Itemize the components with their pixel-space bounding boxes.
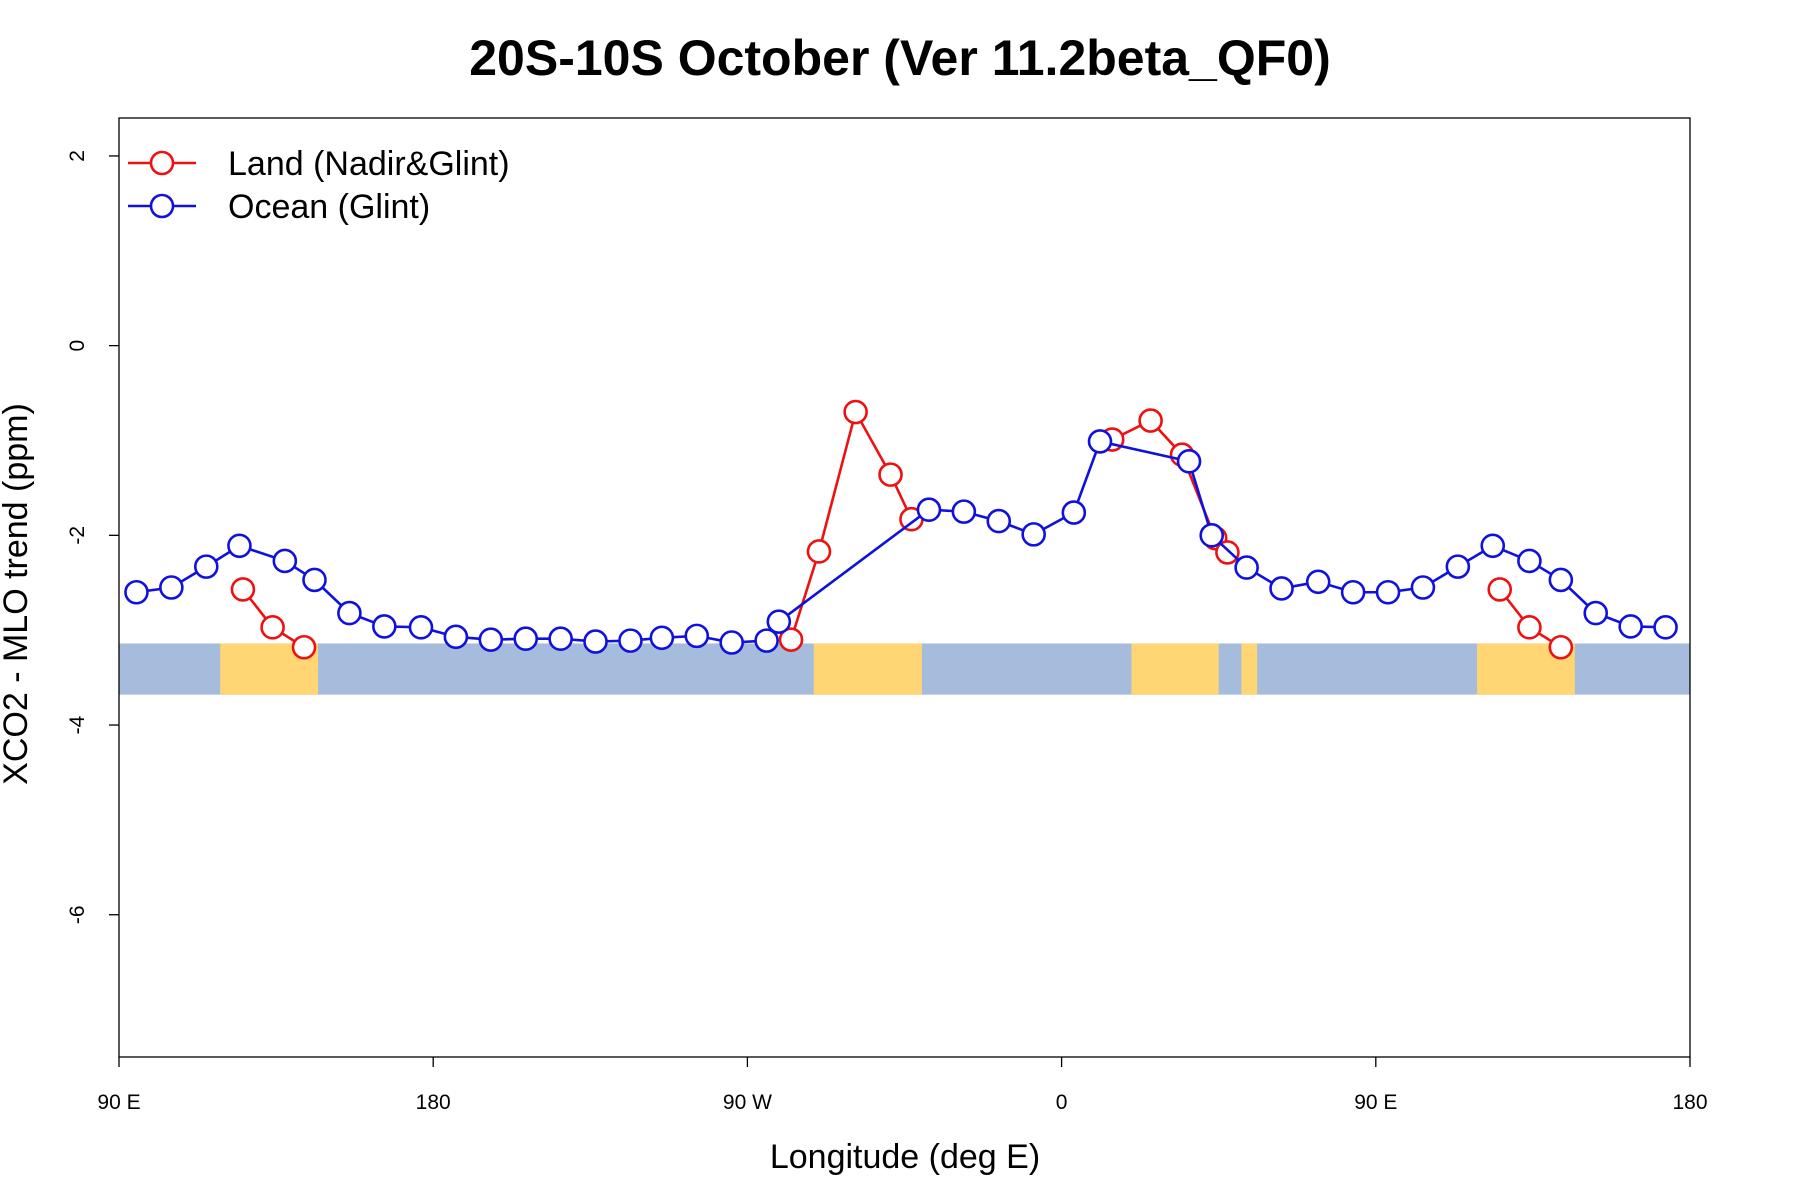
y-tick-label-0: 2 [66,150,89,162]
series-0-point-3-1 [1517,615,1542,640]
land-strip-1 [813,643,922,695]
series-1-point-0-30 [1305,569,1331,595]
x-tick-label-3: 0 [1056,1091,1068,1114]
series-0-point-0-0 [230,577,256,602]
series-1-point-0-9 [443,624,469,650]
series-0-point-2-4 [1215,540,1240,565]
y-tick-label-2: -2 [66,526,89,545]
axes: 90 E 180 90 W 0 90 E 180 2 0 -2 -4 -6 [66,117,1708,1114]
plot-area [119,399,1690,695]
series-0-point-0-2 [291,634,317,660]
series-0 [230,399,1574,660]
y-tick-label-3: -4 [66,715,89,734]
series-1-point-0-21 [951,499,977,524]
legend: Land (Nadir&Glint) Ocean (Glint) [128,145,510,226]
x-tick-label-1: 180 [416,1091,451,1114]
series-0-point-2-1 [1138,408,1163,433]
legend-marker-1 [149,193,175,219]
legend-label-0: Land (Nadir&Glint) [228,145,510,183]
series-1-point-0-25 [1087,429,1113,454]
series-1-point-0-32 [1375,579,1401,605]
series-1-point-0-5 [302,567,327,593]
series-0-point-1-1 [806,539,832,564]
series-1-point-0-6 [337,600,362,626]
land-strip-3 [1241,643,1258,695]
chart-title: 20S-10S October (Ver 11.2beta_QF0) [469,30,1331,86]
series-1-point-0-15 [649,625,675,651]
x-axis-label: Longitude (deg E) [770,1138,1040,1176]
series-1-point-0-28 [1234,555,1259,580]
series-0-line-1 [789,408,913,641]
series-1-point-0-2 [193,554,219,579]
series-1-point-0-11 [513,626,539,652]
land-strip-2 [1131,643,1219,695]
series-0-point-3-0 [1487,577,1513,602]
series-1-point-0-0 [124,579,149,605]
series-1-point-0-36 [1517,548,1542,574]
y-tick-label-4: -6 [66,905,89,924]
series-1-point-0-39 [1618,614,1643,639]
series-1-point-0-1 [159,575,184,600]
x-tick-label-4: 90 E [1354,1091,1397,1114]
series-1-point-0-14 [618,628,643,653]
series-0-point-0-1 [260,615,285,640]
series-1-point-0-12 [548,626,573,652]
x-tick-label-5: 180 [1672,1091,1707,1114]
x-tick-label-0: 90 E [97,1091,140,1114]
series-1-point-0-35 [1480,533,1506,559]
y-tick-label-1: 0 [66,340,89,352]
series-1-point-0-3 [227,533,252,559]
series-1-point-0-37 [1548,567,1574,593]
series-1-point-0-16 [684,623,710,649]
series-1-point-0-4 [272,548,298,574]
series-1-point-0-7 [372,614,397,639]
series-1-point-0-19 [766,609,792,634]
series-1-point-0-8 [408,615,434,640]
series-1-point-0-24 [1061,500,1087,525]
series-1-point-0-10 [478,627,504,652]
series-1-point-0-20 [916,497,942,523]
series-1-point-0-23 [1021,522,1046,547]
series-1-point-0-38 [1583,600,1609,626]
series-1-point-0-31 [1340,579,1366,605]
series-1-point-0-17 [719,630,744,655]
series-0-point-1-3 [878,462,903,487]
y-axis-label: XCO2 - MLO trend (ppm) [0,403,35,785]
series-1-point-0-34 [1445,554,1471,579]
series-1-point-0-29 [1269,576,1294,601]
x-tick-label-2: 90 W [723,1091,772,1114]
series-0-point-1-2 [843,399,868,425]
legend-label-1: Ocean (Glint) [228,188,430,226]
series-1-point-0-13 [583,629,608,654]
series-0-point-3-2 [1548,634,1574,660]
plot-frame [118,117,1691,1058]
series-1-point-0-40 [1653,615,1678,640]
series-1-point-0-27 [1199,523,1225,548]
legend-marker-0 [149,150,175,176]
series-1-point-0-18 [754,628,779,653]
series-1-point-0-22 [986,508,1012,534]
series-0-point-1-0 [778,627,804,652]
series-1 [124,429,1678,655]
series-1-point-0-26 [1176,449,1202,474]
series-1-point-0-33 [1410,575,1436,600]
